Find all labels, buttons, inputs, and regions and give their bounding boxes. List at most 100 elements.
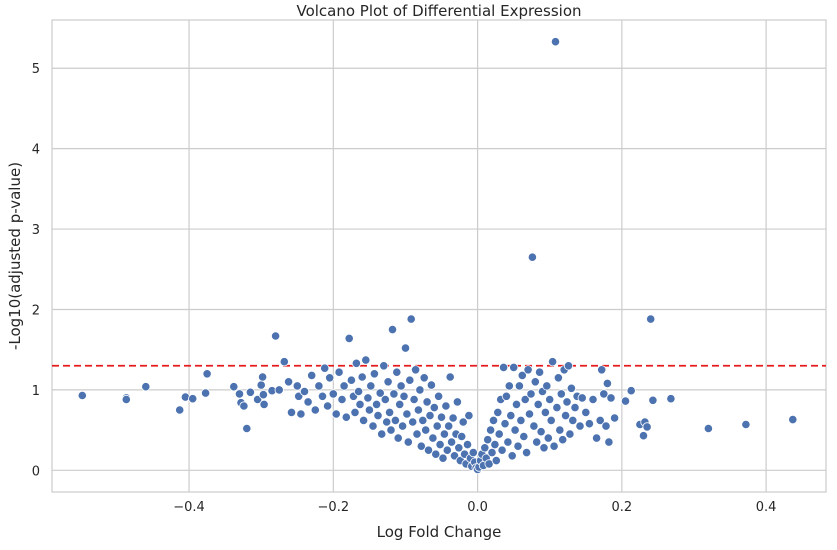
data-point bbox=[405, 375, 415, 385]
x-tick-label: 0.4 bbox=[756, 500, 777, 515]
data-point bbox=[361, 355, 371, 365]
data-point bbox=[566, 383, 577, 393]
data-point bbox=[532, 437, 542, 447]
data-point bbox=[601, 421, 611, 431]
data-point bbox=[599, 389, 609, 399]
data-point bbox=[438, 453, 448, 463]
data-point bbox=[507, 451, 517, 461]
data-point bbox=[310, 405, 320, 415]
data-point bbox=[377, 429, 387, 439]
data-point bbox=[296, 409, 306, 419]
data-point bbox=[520, 394, 530, 405]
data-point bbox=[490, 439, 500, 450]
data-point bbox=[334, 367, 344, 377]
data-point bbox=[642, 422, 652, 432]
data-point bbox=[452, 397, 462, 407]
data-point bbox=[258, 390, 268, 400]
data-point bbox=[543, 433, 553, 443]
data-point bbox=[390, 415, 400, 425]
data-point bbox=[577, 393, 587, 403]
data-point bbox=[555, 425, 565, 435]
data-point bbox=[320, 363, 330, 373]
data-point bbox=[542, 381, 552, 391]
data-point bbox=[421, 425, 431, 435]
data-point bbox=[384, 407, 395, 417]
plot-frame bbox=[51, 19, 827, 493]
data-point bbox=[591, 433, 602, 443]
data-point bbox=[392, 367, 402, 377]
data-point bbox=[357, 372, 367, 382]
data-point bbox=[530, 377, 540, 387]
data-point bbox=[545, 394, 555, 405]
data-point bbox=[521, 447, 532, 458]
data-point bbox=[510, 425, 520, 435]
y-tick-label: 5 bbox=[32, 62, 40, 77]
data-point bbox=[292, 381, 302, 391]
data-point bbox=[524, 409, 535, 419]
data-point bbox=[409, 394, 419, 405]
data-point bbox=[527, 252, 538, 262]
data-point bbox=[433, 391, 444, 401]
data-point bbox=[568, 415, 578, 425]
data-point bbox=[121, 394, 131, 405]
data-point bbox=[788, 414, 798, 425]
data-point bbox=[485, 425, 496, 435]
data-point bbox=[500, 419, 510, 429]
data-point bbox=[445, 372, 455, 382]
data-point bbox=[540, 407, 551, 417]
data-point bbox=[426, 380, 436, 390]
data-point bbox=[588, 394, 598, 405]
data-point bbox=[256, 380, 266, 390]
data-point bbox=[379, 361, 389, 371]
data-point bbox=[556, 389, 566, 399]
data-point bbox=[553, 373, 564, 383]
data-point bbox=[439, 429, 449, 439]
data-point bbox=[703, 423, 714, 434]
data-point bbox=[519, 431, 529, 442]
data-point bbox=[428, 433, 438, 443]
data-point bbox=[344, 333, 354, 343]
data-point bbox=[346, 375, 356, 385]
data-point bbox=[431, 449, 441, 459]
data-point bbox=[626, 386, 636, 396]
data-point bbox=[286, 407, 297, 417]
data-point bbox=[389, 389, 399, 399]
data-point bbox=[257, 372, 268, 382]
x-tick-label: 0.2 bbox=[612, 500, 633, 515]
data-point bbox=[380, 394, 390, 405]
data-point bbox=[549, 441, 559, 451]
data-point bbox=[201, 388, 211, 398]
data-point bbox=[402, 409, 412, 419]
data-point bbox=[606, 393, 616, 403]
data-point bbox=[488, 415, 499, 425]
data-point bbox=[648, 395, 658, 405]
data-point bbox=[511, 399, 522, 409]
data-point bbox=[558, 435, 568, 445]
y-tick-label: 2 bbox=[32, 303, 40, 318]
data-point bbox=[575, 421, 585, 431]
data-point bbox=[454, 443, 464, 453]
data-point bbox=[741, 419, 751, 430]
data-points bbox=[77, 37, 798, 475]
data-point bbox=[371, 399, 382, 409]
data-point bbox=[570, 402, 580, 413]
data-point bbox=[412, 429, 422, 439]
data-point bbox=[395, 399, 405, 409]
x-tick-label: 0.0 bbox=[467, 500, 488, 515]
data-point bbox=[533, 399, 543, 409]
data-point bbox=[239, 401, 249, 411]
data-point bbox=[516, 415, 526, 425]
data-point bbox=[638, 431, 649, 441]
data-point bbox=[666, 394, 676, 404]
data-point bbox=[337, 394, 347, 405]
y-tick-label: 3 bbox=[32, 223, 40, 238]
data-point bbox=[299, 386, 310, 397]
data-point bbox=[480, 443, 490, 453]
data-point bbox=[458, 417, 468, 427]
data-point bbox=[279, 357, 289, 367]
data-point bbox=[441, 401, 451, 411]
data-point bbox=[416, 441, 426, 451]
data-point bbox=[229, 382, 239, 392]
data-point bbox=[325, 373, 335, 383]
